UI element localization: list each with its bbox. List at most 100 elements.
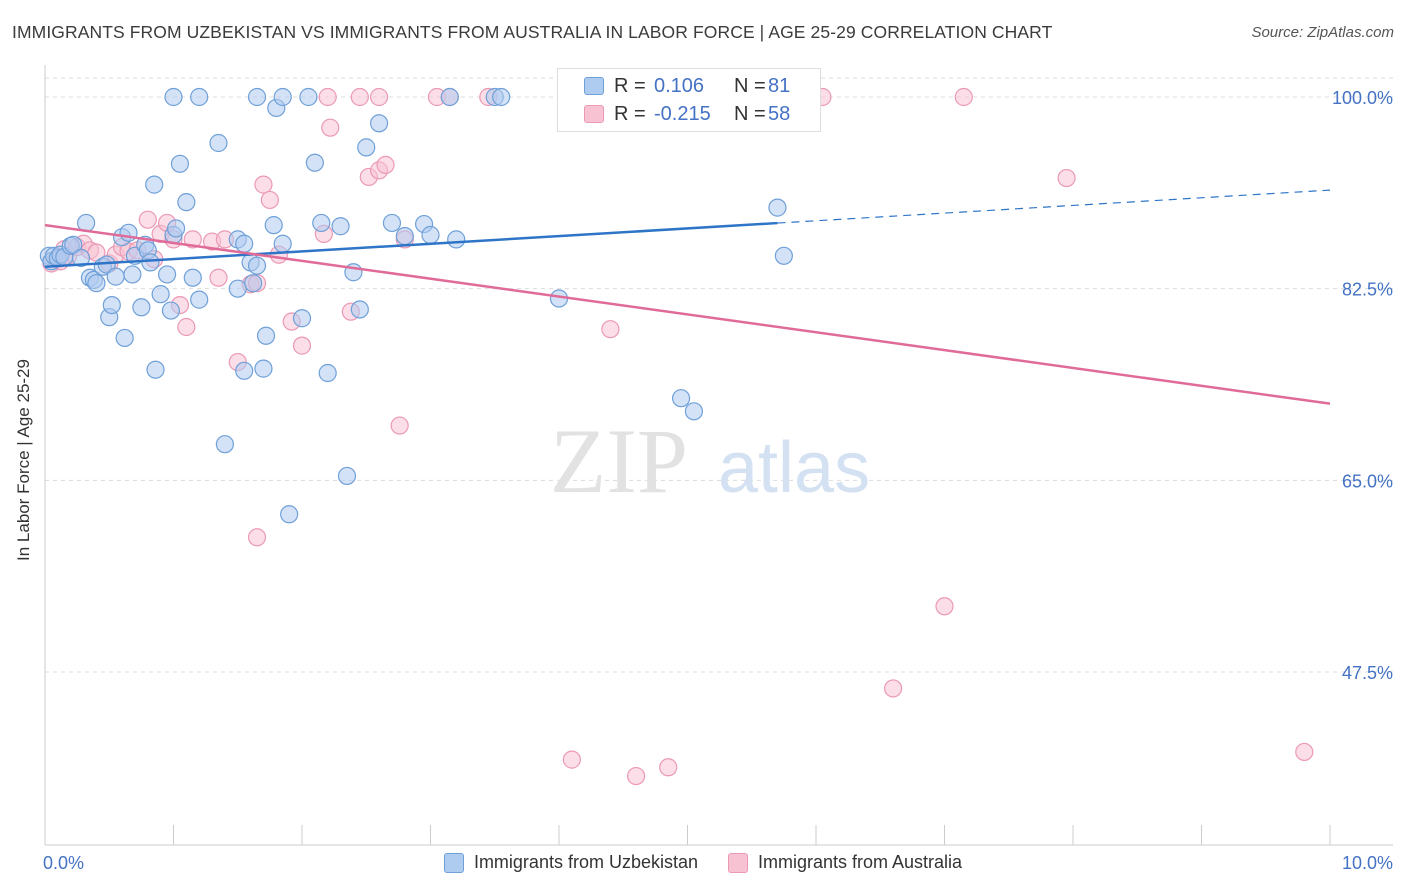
point-uzbekistan	[370, 114, 389, 133]
point-uzbekistan	[123, 265, 142, 284]
point-uzbekistan	[671, 389, 691, 408]
point-uzbekistan	[247, 87, 267, 107]
point-uzbekistan	[318, 363, 337, 383]
point-australia	[177, 317, 196, 337]
point-uzbekistan	[190, 87, 209, 107]
point-uzbekistan	[768, 198, 787, 217]
point-uzbekistan	[106, 267, 125, 286]
point-uzbekistan	[331, 217, 350, 236]
point-uzbekistan	[440, 87, 459, 107]
point-uzbekistan	[132, 298, 151, 317]
point-australia	[376, 155, 395, 175]
point-australia	[260, 190, 279, 210]
point-uzbekistan	[256, 326, 276, 345]
point-australia	[321, 118, 340, 137]
y-tick-label: 47.5%	[1342, 663, 1393, 683]
point-australia	[1057, 168, 1076, 188]
point-australia	[954, 87, 973, 107]
correlation-legend: R = 0.106 N = 81 R = -0.215 N = 58	[557, 68, 821, 132]
point-australia	[562, 750, 581, 769]
point-uzbekistan	[141, 253, 160, 272]
point-uzbekistan	[115, 328, 134, 348]
point-australia	[292, 336, 312, 355]
point-uzbekistan	[244, 274, 263, 293]
point-australia	[659, 758, 678, 777]
point-uzbekistan	[164, 87, 183, 107]
point-uzbekistan	[395, 226, 414, 246]
point-uzbekistan	[161, 301, 181, 320]
point-australia	[350, 87, 369, 107]
point-uzbekistan	[247, 256, 267, 275]
point-uzbekistan	[312, 213, 331, 233]
point-uzbekistan	[421, 225, 440, 245]
point-uzbekistan	[145, 175, 164, 194]
legend-r-label: R =	[614, 74, 646, 97]
point-uzbekistan	[299, 87, 318, 107]
chart-title: IMMIGRANTS FROM UZBEKISTAN VS IMMIGRANTS…	[12, 22, 1053, 42]
point-australia	[626, 766, 646, 786]
point-uzbekistan	[71, 248, 91, 268]
point-uzbekistan	[235, 234, 254, 253]
point-uzbekistan	[492, 87, 511, 107]
point-uzbekistan	[209, 133, 228, 153]
point-uzbekistan	[235, 361, 254, 380]
legend-n-label: N =	[734, 102, 766, 125]
source-label: Source: ZipAtlas.com	[1251, 24, 1394, 41]
point-australia	[183, 230, 202, 249]
series-legend: Immigrants from Uzbekistan Immigrants fr…	[0, 852, 1406, 873]
point-uzbekistan	[146, 360, 165, 379]
series-uzbekistan-points	[39, 87, 793, 524]
watermark: ZIP atlas	[550, 410, 870, 512]
point-uzbekistan	[87, 274, 106, 293]
watermark-atlas: atlas	[718, 428, 870, 508]
point-uzbekistan	[280, 505, 299, 524]
trend-line-uzbekistan	[44, 221, 778, 269]
point-uzbekistan	[254, 359, 273, 378]
trend-lines	[44, 189, 1331, 405]
legend-item-australia[interactable]: Immigrants from Australia	[728, 852, 962, 873]
point-australia	[601, 320, 620, 339]
point-uzbekistan	[273, 234, 292, 253]
y-tick-label: 100.0%	[1332, 88, 1393, 108]
legend-n-label: N =	[734, 74, 766, 97]
legend-row-uzbekistan: R = 0.106 N = 81	[558, 72, 790, 100]
point-australia	[209, 268, 228, 287]
tick-labels: 47.5% 65.0% 82.5% 100.0% 0.0% 10.0%	[43, 88, 1393, 873]
legend-r-label: R =	[614, 102, 646, 125]
point-uzbekistan	[177, 193, 196, 212]
legend-swatch-australia	[728, 852, 748, 873]
y-tick-label: 82.5%	[1342, 280, 1393, 300]
legend-n-value: 81	[768, 74, 791, 97]
point-uzbekistan	[151, 285, 170, 304]
point-uzbekistan	[264, 216, 283, 235]
point-australia	[390, 416, 409, 435]
point-australia	[254, 175, 273, 194]
point-australia	[883, 679, 903, 698]
point-uzbekistan	[190, 290, 209, 309]
point-uzbekistan	[166, 219, 186, 238]
point-uzbekistan	[170, 154, 190, 173]
point-uzbekistan	[102, 295, 121, 315]
point-australia	[370, 87, 389, 107]
point-uzbekistan	[382, 213, 402, 233]
point-uzbekistan	[337, 466, 357, 486]
watermark-zip: ZIP	[550, 410, 688, 512]
point-uzbekistan	[357, 138, 376, 157]
legend-swatch-uzbekistan	[584, 77, 604, 95]
point-uzbekistan	[157, 265, 177, 284]
legend-item-uzbekistan[interactable]: Immigrants from Uzbekistan	[443, 852, 698, 873]
legend-swatch-australia	[584, 105, 604, 123]
trend-line-uzbekistan-projection	[777, 189, 1331, 224]
point-uzbekistan	[774, 246, 793, 265]
point-australia	[138, 210, 157, 229]
point-uzbekistan	[228, 279, 247, 298]
axes	[44, 65, 1393, 846]
point-uzbekistan	[305, 153, 324, 172]
y-tick-label: 65.0%	[1342, 471, 1393, 491]
legend-n-value: 58	[768, 102, 791, 125]
x-tick-label: 0.0%	[43, 853, 84, 873]
point-uzbekistan	[215, 435, 234, 454]
trend-line-australia	[44, 223, 1331, 405]
point-uzbekistan	[292, 309, 312, 328]
point-australia	[318, 87, 337, 107]
